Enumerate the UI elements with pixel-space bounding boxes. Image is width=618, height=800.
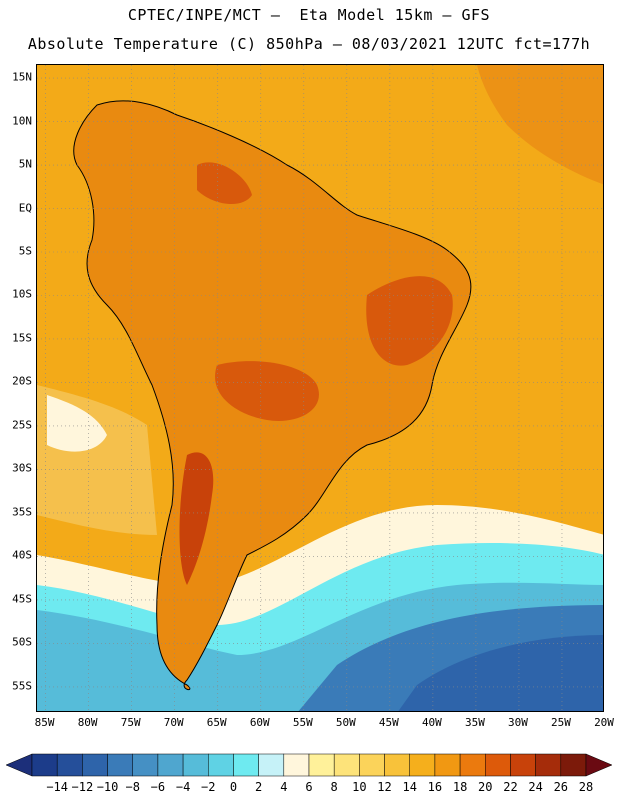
temp-hot-core-center <box>215 361 319 421</box>
longitude-label: 50W <box>335 716 356 729</box>
colorbar-swatch <box>132 753 159 777</box>
colorbar-swatch <box>82 753 108 777</box>
colorbar-swatch <box>308 753 335 777</box>
colorbar-label: 28 <box>578 780 594 794</box>
colorbar-label: 24 <box>528 780 543 794</box>
latitude-label: 30S <box>12 461 32 475</box>
latitude-label: 15N <box>12 70 32 84</box>
latitude-label: 20S <box>12 374 32 388</box>
latitude-label: 10S <box>12 287 32 301</box>
temp-region-northeast <box>477 65 603 185</box>
colorbar-label: 18 <box>452 780 468 794</box>
temp-region-pacific-pale <box>47 395 107 452</box>
title-line-1: CPTEC/INPE/MCT – Eta Model 15km – GFS <box>127 6 491 24</box>
colorbar-label: 10 <box>352 780 367 794</box>
latitude-label: EQ <box>18 201 32 215</box>
colorbar-label: 20 <box>478 780 493 794</box>
colorbar-swatch <box>510 753 536 777</box>
latitude-label: 35S <box>12 505 32 519</box>
colorbar-swatch <box>157 753 184 777</box>
colorbar-label: −2 <box>201 780 216 794</box>
colorbar-swatch <box>409 753 436 777</box>
longitude-label: 45W <box>378 716 399 729</box>
longitude-label: 35W <box>464 716 485 729</box>
colorbar-swatch <box>56 753 83 777</box>
latitude-label: 50S <box>12 635 32 649</box>
colorbar <box>6 753 612 777</box>
latitude-label: 55S <box>12 679 32 693</box>
colorbar-swatch <box>258 753 285 777</box>
temp-hot-core-northeast <box>366 276 453 366</box>
colorbar-label: 14 <box>402 780 417 794</box>
longitude-label: 65W <box>206 716 227 729</box>
colorbar-min-arrow <box>6 753 33 777</box>
temp-region-cold-4 <box>398 635 603 711</box>
colorbar-swatch <box>107 753 133 777</box>
title-line-2: Absolute Temperature (C) 850hPa – 08/03/… <box>27 35 591 53</box>
colorbar-swatch <box>31 753 58 777</box>
map-gridlines <box>37 65 603 711</box>
longitude-label: 30W <box>508 716 528 729</box>
colorbar-label: 8 <box>330 780 338 794</box>
latitude-label: 40S <box>12 548 32 562</box>
colorbar-swatch <box>560 753 587 777</box>
colorbar-swatch <box>233 753 259 777</box>
longitude-label: 70W <box>163 716 184 729</box>
latitude-label: 15S <box>12 331 32 345</box>
colorbar-label: −6 <box>150 780 166 794</box>
longitude-label: 55W <box>292 716 313 729</box>
colorbar-swatch <box>182 753 209 777</box>
longitude-label: 25W <box>551 716 571 729</box>
colorbar-label: 6 <box>305 780 313 794</box>
colorbar-label: −4 <box>175 780 191 794</box>
colorbar-max-arrow <box>585 753 612 777</box>
colorbar-swatch <box>485 753 511 777</box>
longitude-label: 85W <box>34 716 55 729</box>
temp-hot-core-north <box>197 162 252 205</box>
colorbar-label: −10 <box>96 780 119 794</box>
colorbar-label: 22 <box>503 780 518 794</box>
longitude-label: 75W <box>120 716 141 729</box>
colorbar-swatch <box>384 753 410 777</box>
colorbar-swatch <box>434 753 461 777</box>
longitude-label: 40W <box>421 716 442 729</box>
temperature-map <box>36 64 604 712</box>
colorbar-label: 0 <box>229 780 238 794</box>
colorbar-swatch <box>208 753 234 777</box>
latitude-label: 5S <box>18 244 32 258</box>
latitude-label: 25S <box>12 418 32 432</box>
latitude-label: 45S <box>12 592 32 606</box>
colorbar-label: −12 <box>71 780 94 794</box>
colorbar-label: 26 <box>553 780 569 794</box>
longitude-label: 60W <box>249 716 270 729</box>
latitude-label: 10N <box>12 114 32 128</box>
colorbar-swatch <box>283 753 310 777</box>
colorbar-swatch <box>535 753 562 777</box>
longitude-label: 80W <box>77 716 98 729</box>
colorbar-swatch <box>459 753 486 777</box>
colorbar-label: 4 <box>280 780 288 794</box>
colorbar-swatch <box>359 753 385 777</box>
colorbar-label: −14 <box>46 780 69 794</box>
colorbar-label: 12 <box>377 780 392 794</box>
colorbar-label: 16 <box>427 780 443 794</box>
longitude-label: 20W <box>594 716 614 729</box>
latitude-label: 5N <box>18 157 32 171</box>
temp-hot-core-andes <box>179 452 214 585</box>
colorbar-swatch <box>333 753 360 777</box>
colorbar-label: 2 <box>255 780 263 794</box>
map-canvas <box>37 65 603 711</box>
colorbar-label: −8 <box>125 780 140 794</box>
